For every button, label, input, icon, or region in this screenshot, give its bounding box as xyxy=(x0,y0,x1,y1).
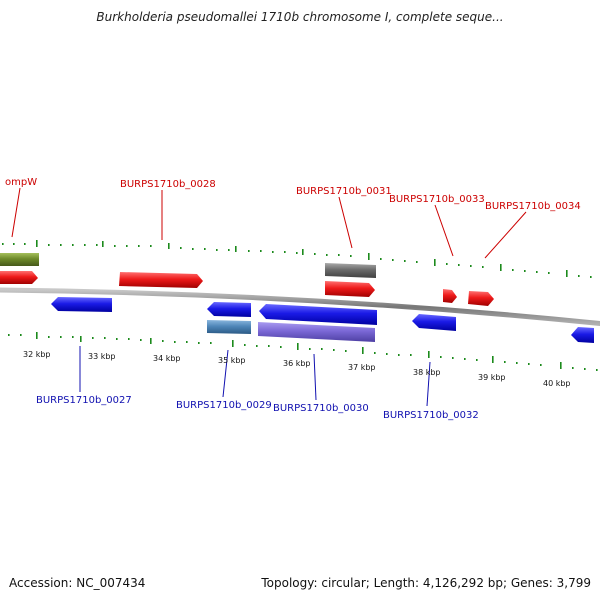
label-leaders xyxy=(11,187,527,407)
burps-0030-gene-feature[interactable] xyxy=(259,304,377,325)
kbp-label: 34 kbp xyxy=(153,354,181,363)
gene-label-burps-0034[interactable]: BURPS1710b_0034 xyxy=(485,201,581,212)
gene-label-burps-0031[interactable]: BURPS1710b_0031 xyxy=(296,186,392,197)
kbp-label: 39 kbp xyxy=(478,373,506,382)
burps-0029-gene-feature[interactable] xyxy=(207,302,251,317)
gene-label-burps-0028[interactable]: BURPS1710b_0028 xyxy=(120,179,216,190)
burps-0033-gene-feature[interactable] xyxy=(443,289,457,303)
burps-0030-violet-feature[interactable] xyxy=(258,322,375,342)
gc-track-upper xyxy=(2,240,592,278)
burps-0028-gene-feature[interactable] xyxy=(119,272,203,288)
kbp-label: 33 kbp xyxy=(88,352,116,361)
accession-text: Accession: NC_007434 xyxy=(9,576,146,590)
gene-label-ompw[interactable]: ompW xyxy=(5,177,37,188)
kbp-label: 35 kbp xyxy=(218,356,246,365)
rna-gene-feature[interactable] xyxy=(0,253,39,266)
gc-track-lower xyxy=(8,332,598,371)
chromosome-backbone xyxy=(0,287,600,327)
gene-label-burps-0027[interactable]: BURPS1710b_0027 xyxy=(36,395,132,406)
kbp-label: 32 kbp xyxy=(23,350,51,359)
gene-label-burps-0032[interactable]: BURPS1710b_0032 xyxy=(383,410,479,421)
ompw-gene-feature[interactable] xyxy=(0,271,38,284)
gene-label-burps-0033[interactable]: BURPS1710b_0033 xyxy=(389,194,485,205)
map-title: Burkholderia pseudomallei 1710b chromoso… xyxy=(96,10,504,24)
kbp-label: 37 kbp xyxy=(348,363,376,372)
burps-0029-steel-feature[interactable] xyxy=(207,320,251,334)
gene-label-burps-0029[interactable]: BURPS1710b_0029 xyxy=(176,400,272,411)
gene-features-top xyxy=(0,253,494,306)
edge-gene-feature[interactable] xyxy=(571,327,594,343)
gene-label-burps-0030[interactable]: BURPS1710b_0030 xyxy=(273,403,369,414)
burps-0031-pseudo-feature[interactable] xyxy=(325,263,376,278)
burps-0031-gene-feature[interactable] xyxy=(325,281,375,297)
genome-summary-text: Topology: circular; Length: 4,126,292 bp… xyxy=(261,576,591,590)
kbp-scale: 32 kbp 33 kbp 34 kbp 35 kbp 36 kbp 37 kb… xyxy=(23,350,571,388)
burps-0032-gene-feature[interactable] xyxy=(412,314,456,331)
burps-0027-gene-feature[interactable] xyxy=(51,297,112,312)
gene-features-bottom xyxy=(51,297,594,343)
kbp-label: 38 kbp xyxy=(413,368,441,377)
burps-0034-gene-feature[interactable] xyxy=(468,291,494,306)
kbp-label: 36 kbp xyxy=(283,359,311,368)
kbp-label: 40 kbp xyxy=(543,379,571,388)
